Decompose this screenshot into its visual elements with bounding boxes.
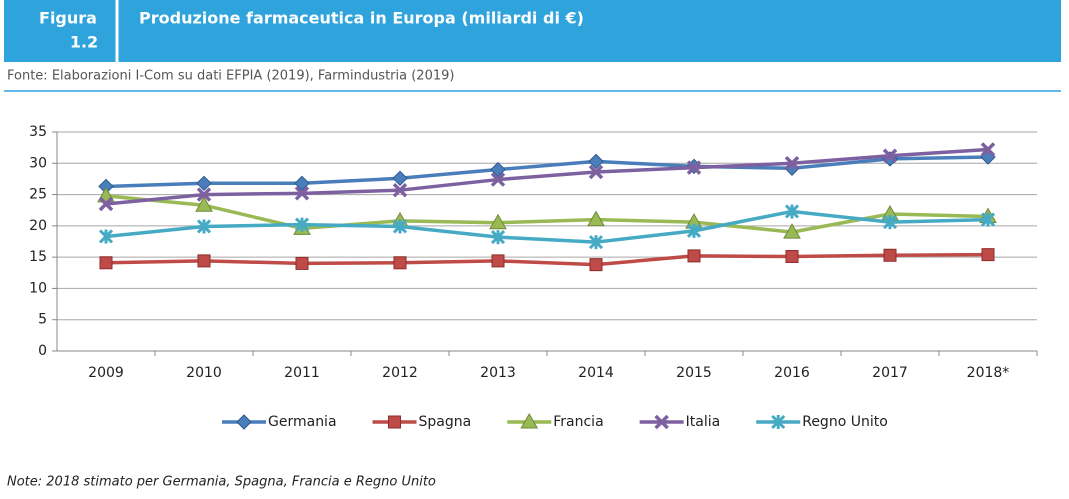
figure-label: Figura [39, 9, 97, 28]
marker [392, 182, 408, 198]
marker [882, 148, 898, 164]
marker [294, 186, 310, 201]
chart-title: Produzione farmaceutica in Europa (milia… [139, 9, 584, 28]
x-tick-label: 2014 [578, 365, 614, 381]
marker [588, 235, 604, 250]
marker [588, 164, 604, 180]
y-tick-label: 20 [29, 218, 47, 234]
series-line [105, 155, 989, 189]
legend-label: Spagna [419, 414, 472, 430]
y-tick-label: 10 [29, 280, 47, 296]
figure-number: 1.2 [70, 33, 98, 52]
x-tick-label: 2009 [88, 365, 124, 381]
marker [654, 414, 669, 430]
marker [588, 153, 604, 170]
marker [388, 415, 402, 429]
marker [980, 212, 996, 227]
x-tick-label: 2018* [967, 365, 1010, 381]
marker [589, 258, 603, 272]
marker [196, 219, 212, 234]
marker [98, 196, 114, 212]
marker [392, 219, 408, 234]
marker [196, 175, 212, 192]
x-tick-label: 2017 [872, 365, 908, 381]
series-line [105, 252, 989, 267]
marker [883, 248, 897, 262]
x-tick-label: 2013 [480, 365, 516, 381]
marker [236, 414, 252, 430]
marker [490, 172, 506, 187]
x-tick-label: 2015 [676, 365, 712, 381]
header-bar [4, 0, 1061, 62]
marker [882, 215, 898, 230]
marker [771, 414, 786, 430]
marker [392, 170, 408, 187]
marker [197, 254, 211, 268]
marker [490, 161, 506, 178]
marker [490, 230, 506, 245]
y-tick-label: 15 [29, 249, 47, 265]
marker [393, 256, 407, 270]
y-tick-label: 30 [29, 155, 47, 171]
legend-label: Germania [268, 414, 337, 430]
marker [295, 256, 309, 270]
marker [491, 254, 505, 268]
marker [587, 210, 605, 227]
marker [687, 249, 701, 263]
marker [196, 187, 212, 202]
marker [195, 196, 213, 212]
legend-label: Francia [553, 414, 603, 430]
x-tick-label: 2010 [186, 365, 222, 381]
x-tick-label: 2016 [774, 365, 810, 381]
marker [520, 412, 539, 429]
marker [294, 175, 310, 192]
marker [980, 142, 996, 157]
marker [98, 229, 114, 244]
series-line [105, 194, 989, 234]
series-line [105, 209, 989, 244]
x-tick-label: 2012 [382, 365, 418, 381]
marker [686, 160, 702, 175]
marker [981, 248, 995, 262]
legend-label: Regno Unito [802, 414, 888, 430]
marker [99, 256, 113, 270]
marker [294, 217, 310, 232]
y-tick-label: 0 [38, 343, 47, 359]
marker [784, 156, 800, 171]
y-tick-label: 35 [29, 124, 47, 140]
marker [783, 223, 801, 239]
y-tick-label: 5 [38, 312, 47, 328]
marker [489, 213, 507, 230]
legend-label: Italia [686, 414, 721, 430]
series-line [105, 147, 989, 206]
marker [785, 250, 799, 264]
marker [784, 204, 800, 219]
x-tick-label: 2011 [284, 365, 320, 381]
y-tick-label: 25 [29, 187, 47, 203]
marker [686, 223, 702, 238]
note: Note: 2018 stimato per Germania, Spagna,… [7, 475, 436, 490]
source: Fonte: Elaborazioni I-Com su dati EFPIA … [7, 69, 454, 84]
